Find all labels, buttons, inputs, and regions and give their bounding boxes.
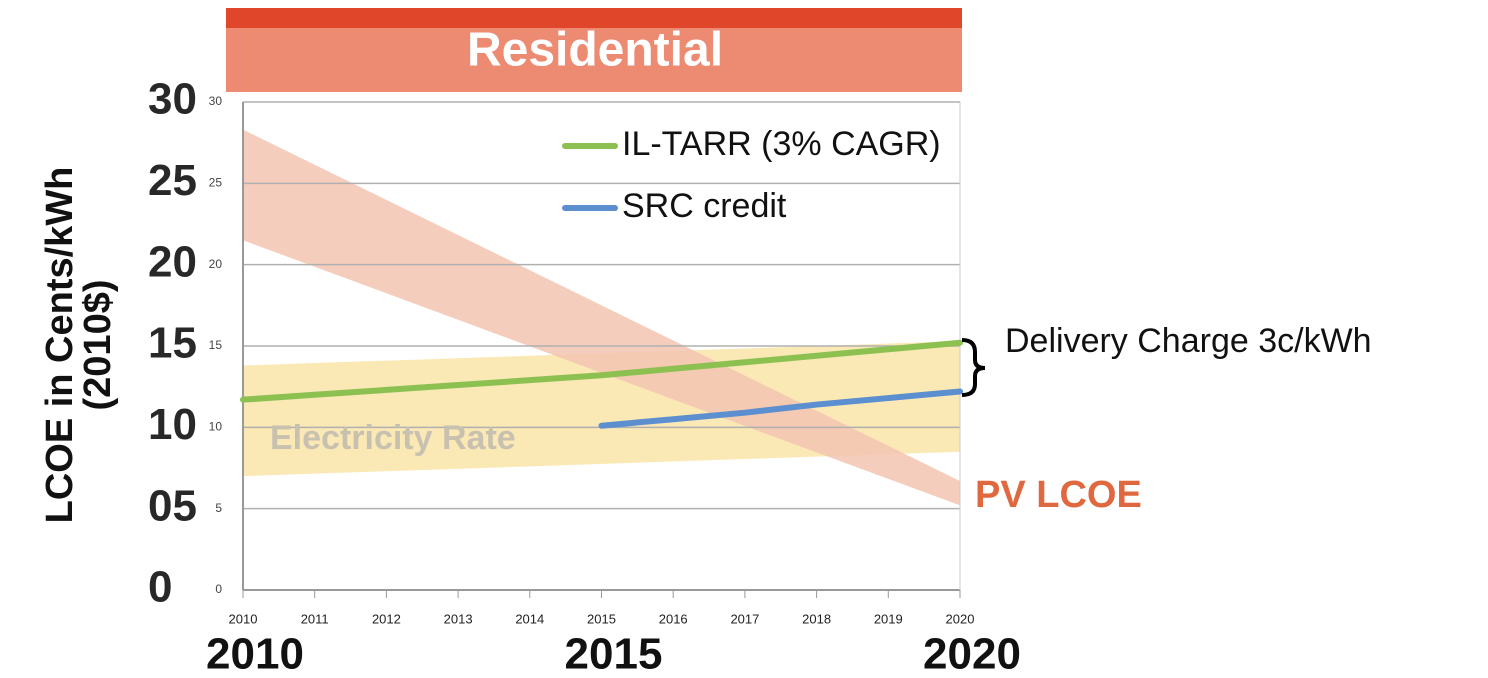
x-tick-label: 2016: [659, 611, 688, 626]
legend-label: IL-TARR (3% CAGR): [622, 125, 941, 163]
band-label: PV LCOE: [975, 474, 1142, 516]
chart-title: Residential: [467, 24, 723, 77]
y-big-tick-label: 0: [148, 563, 172, 612]
x-tick-label: 2017: [730, 611, 759, 626]
header-panel: [226, 28, 962, 92]
x-tick-label: 2014: [515, 611, 544, 626]
x-tick-label: 2018: [802, 611, 831, 626]
series-line: [240, 339, 963, 403]
x-tick-label: 2015: [587, 611, 616, 626]
x-tick-label: 2019: [874, 611, 903, 626]
x-tick-label: 2010: [229, 611, 258, 626]
band: [243, 341, 960, 477]
y-tick-label: 10: [209, 420, 223, 434]
x-big-tick-label: 2020: [923, 630, 1021, 678]
x-big-tick-label: 2010: [206, 630, 304, 678]
brace: [961, 338, 986, 397]
y-big-tick-label: 10: [148, 400, 197, 449]
y-big-tick-label: 15: [148, 319, 197, 368]
annotation: Delivery Charge 3c/kWh: [1005, 322, 1372, 360]
y-tick-label: 5: [215, 501, 222, 515]
y-tick-label: 30: [209, 94, 223, 108]
x-big-tick-label: 2015: [565, 630, 663, 678]
y-tick-label: 0: [215, 582, 222, 596]
x-tick-label: 2012: [372, 611, 401, 626]
y-big-tick-label: 05: [148, 481, 197, 530]
header-bar: [226, 8, 962, 28]
y-axis-title: (2010$): [77, 280, 119, 411]
x-tick-label: 2020: [946, 611, 975, 626]
legend-label: SRC credit: [622, 187, 787, 225]
band-label: Electricity Rate: [270, 419, 516, 457]
y-tick-label: 20: [209, 257, 223, 271]
y-big-tick-label: 30: [148, 75, 197, 124]
y-big-tick-label: 20: [148, 237, 197, 286]
y-axis-title: LCOE in Cents/kWh: [39, 167, 81, 524]
y-tick-label: 15: [209, 338, 223, 352]
x-tick-label: 2013: [444, 611, 473, 626]
y-big-tick-label: 25: [148, 156, 197, 205]
series-line: [598, 388, 963, 429]
x-tick-label: 2011: [301, 611, 329, 626]
y-tick-label: 25: [209, 176, 223, 190]
